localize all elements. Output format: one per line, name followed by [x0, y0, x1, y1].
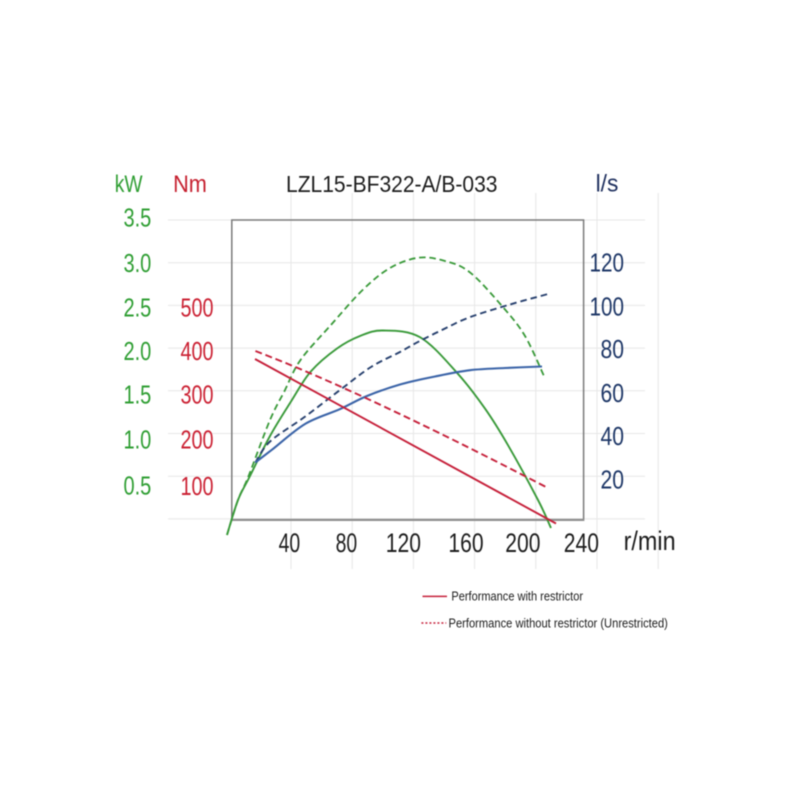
svg-text:500: 500 — [181, 292, 214, 322]
svg-text:3.0: 3.0 — [124, 248, 152, 278]
svg-text:kW: kW — [115, 171, 143, 198]
svg-text:100: 100 — [181, 471, 214, 501]
svg-text:400: 400 — [181, 336, 214, 366]
svg-text:r/min: r/min — [624, 526, 676, 556]
svg-text:240: 240 — [564, 528, 599, 558]
svg-text:Performance with restrictor: Performance with restrictor — [451, 589, 583, 604]
svg-text:40: 40 — [279, 528, 301, 558]
svg-text:Nm: Nm — [173, 171, 207, 198]
svg-text:120: 120 — [386, 528, 421, 558]
svg-text:80: 80 — [336, 528, 358, 558]
svg-text:60: 60 — [601, 378, 625, 408]
svg-text:0.5: 0.5 — [124, 471, 152, 501]
svg-text:3.5: 3.5 — [124, 203, 152, 233]
svg-text:Performance without restrictor: Performance without restrictor (Unrestri… — [449, 615, 668, 630]
svg-text:2.0: 2.0 — [124, 336, 152, 366]
svg-text:1.5: 1.5 — [124, 380, 152, 410]
svg-text:100: 100 — [590, 291, 625, 321]
svg-text:120: 120 — [590, 248, 625, 278]
svg-text:l/s: l/s — [596, 171, 619, 198]
svg-text:160: 160 — [448, 528, 483, 558]
svg-text:2.5: 2.5 — [124, 292, 152, 322]
svg-text:300: 300 — [181, 380, 214, 410]
svg-text:80: 80 — [601, 334, 625, 364]
svg-text:20: 20 — [601, 465, 625, 495]
svg-text:200: 200 — [505, 528, 540, 558]
svg-text:40: 40 — [601, 421, 625, 451]
svg-text:LZL15-BF322-A/B-033: LZL15-BF322-A/B-033 — [286, 171, 498, 197]
svg-text:200: 200 — [181, 425, 214, 455]
svg-text:1.0: 1.0 — [124, 425, 152, 455]
